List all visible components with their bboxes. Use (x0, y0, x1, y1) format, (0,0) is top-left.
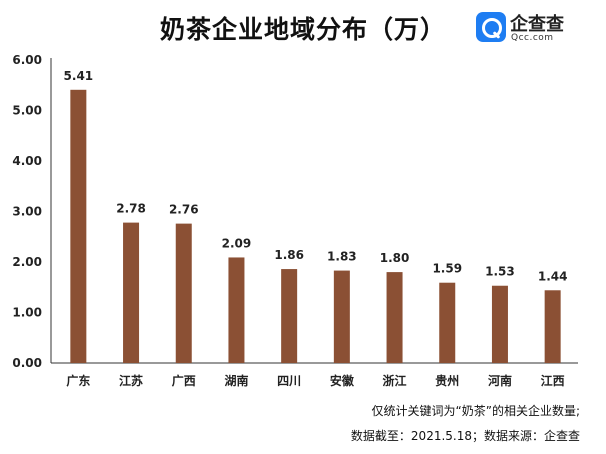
logo-name: 企查查 (510, 14, 564, 35)
x-tick-label: 江苏 (119, 373, 143, 388)
data-label: 1.59 (432, 262, 462, 276)
x-tick-label: 河南 (487, 373, 512, 388)
data-label: 1.80 (380, 251, 410, 265)
x-tick-label: 湖南 (224, 373, 248, 388)
y-tick-label: 1.00 (12, 306, 42, 320)
x-tick-label: 浙江 (383, 373, 407, 388)
data-label: 1.44 (538, 269, 568, 283)
data-label: 1.83 (327, 250, 357, 264)
bar (386, 272, 403, 363)
chart-title: 奶茶企业地域分布（万） (159, 15, 446, 44)
data-label: 5.41 (64, 69, 94, 83)
data-label: 2.78 (116, 202, 146, 216)
bar (228, 257, 245, 363)
data-label: 2.76 (169, 203, 199, 217)
bar (439, 282, 456, 363)
y-tick-label: 0.00 (12, 356, 42, 370)
data-label: 1.86 (274, 248, 304, 262)
x-tick-label: 四川 (277, 374, 301, 388)
footnote-scope: 仅统计关键词为“奶茶”的相关企业数量; (371, 404, 580, 418)
data-label: 2.09 (222, 236, 252, 250)
x-tick-label: 广东 (66, 373, 90, 388)
qcc-search-icon (476, 12, 506, 42)
x-tick-label: 安徽 (330, 373, 355, 388)
x-tick-label: 贵州 (435, 373, 459, 388)
bar (281, 269, 298, 363)
x-tick-label: 江西 (541, 373, 565, 388)
bar (70, 89, 87, 364)
logo-domain: Qcc.com (511, 33, 554, 43)
bar (544, 290, 561, 363)
bar (175, 223, 192, 363)
y-tick-label: 4.00 (12, 154, 42, 168)
y-tick-label: 3.00 (12, 205, 42, 219)
footnote-source: 数据截至：2021.5.18；数据来源：企查查 (350, 429, 580, 443)
qcc-logo: 企查查 Qcc.com (476, 10, 596, 46)
bar (333, 270, 350, 363)
bar (123, 222, 140, 363)
bar (491, 285, 508, 363)
x-tick-label: 广西 (172, 373, 196, 388)
data-label: 1.53 (485, 265, 515, 279)
y-tick-label: 2.00 (12, 255, 42, 269)
y-tick-label: 6.00 (12, 53, 42, 67)
y-tick-label: 5.00 (12, 104, 42, 118)
